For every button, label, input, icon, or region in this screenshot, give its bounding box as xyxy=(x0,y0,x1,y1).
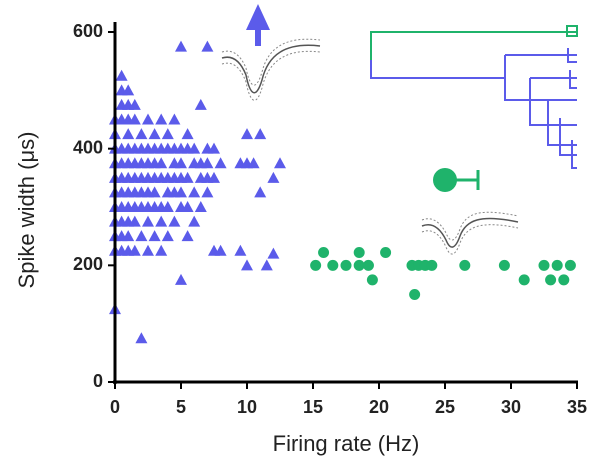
point xyxy=(142,215,154,227)
point xyxy=(194,98,207,110)
x-axis-label: Firing rate (Hz) xyxy=(273,431,420,456)
point xyxy=(181,171,194,183)
point xyxy=(518,274,530,286)
point xyxy=(155,215,168,227)
point xyxy=(175,157,187,169)
point xyxy=(122,230,135,242)
point xyxy=(241,128,253,140)
blue-waveform-inset xyxy=(221,4,321,101)
point xyxy=(188,142,201,154)
point xyxy=(135,128,148,140)
point xyxy=(267,247,280,259)
point xyxy=(254,128,267,140)
point xyxy=(380,247,392,258)
point xyxy=(155,157,168,169)
point xyxy=(155,244,168,256)
point xyxy=(168,113,181,125)
point xyxy=(175,186,187,198)
point xyxy=(426,259,438,271)
point xyxy=(188,215,201,227)
y-tick-label: 0 xyxy=(93,371,103,391)
point xyxy=(128,113,141,125)
point xyxy=(148,186,161,198)
point xyxy=(327,259,339,271)
point xyxy=(247,157,260,169)
x-tick-label: 20 xyxy=(369,397,389,417)
point xyxy=(208,171,220,183)
point xyxy=(128,215,141,227)
point xyxy=(201,40,214,52)
x-tick-label: 5 xyxy=(176,397,186,417)
point xyxy=(353,259,365,271)
point xyxy=(135,332,148,344)
point xyxy=(148,128,161,140)
point xyxy=(366,274,378,286)
point xyxy=(128,98,141,110)
point xyxy=(201,186,214,198)
point xyxy=(538,259,550,271)
point xyxy=(214,157,227,169)
point xyxy=(274,157,286,169)
point xyxy=(409,289,421,300)
x-tick-label: 35 xyxy=(567,397,587,417)
point xyxy=(260,259,273,271)
point xyxy=(267,171,280,183)
point xyxy=(128,244,141,256)
dendrogram xyxy=(370,25,578,169)
point xyxy=(194,201,207,212)
point xyxy=(148,230,161,242)
green-waveform-inset xyxy=(421,168,519,255)
point xyxy=(310,259,322,271)
y-tick-label: 600 xyxy=(73,21,103,41)
point xyxy=(564,259,576,271)
point xyxy=(181,128,194,140)
point xyxy=(459,259,471,271)
point xyxy=(214,244,227,256)
y-axis-label: Spike width (μs) xyxy=(14,132,39,289)
point xyxy=(234,244,247,256)
point xyxy=(122,128,135,140)
point xyxy=(161,201,174,212)
point xyxy=(558,274,570,286)
point xyxy=(241,259,253,271)
point xyxy=(551,259,563,271)
point xyxy=(175,40,187,52)
point xyxy=(142,244,154,256)
point xyxy=(545,274,557,286)
point xyxy=(340,259,352,271)
point xyxy=(155,113,168,125)
point xyxy=(122,84,135,96)
y-tick-label: 200 xyxy=(73,254,103,274)
point xyxy=(353,247,365,258)
point xyxy=(168,215,181,227)
point xyxy=(115,69,128,81)
point xyxy=(188,186,201,198)
point xyxy=(142,113,154,125)
x-tick-label: 30 xyxy=(501,397,521,417)
point xyxy=(161,230,174,242)
point xyxy=(175,273,187,285)
point xyxy=(498,259,510,271)
x-tick-label: 10 xyxy=(237,397,257,417)
point xyxy=(318,247,330,258)
point xyxy=(135,230,148,242)
point xyxy=(161,128,174,140)
point xyxy=(181,201,194,212)
point xyxy=(181,230,194,242)
x-tick-label: 15 xyxy=(303,397,323,417)
point xyxy=(201,157,214,169)
y-tick-label: 400 xyxy=(73,137,103,157)
x-tick-label: 0 xyxy=(110,397,120,417)
x-tick-label: 25 xyxy=(435,397,455,417)
point xyxy=(208,142,220,154)
point xyxy=(362,259,374,271)
point xyxy=(254,186,267,198)
